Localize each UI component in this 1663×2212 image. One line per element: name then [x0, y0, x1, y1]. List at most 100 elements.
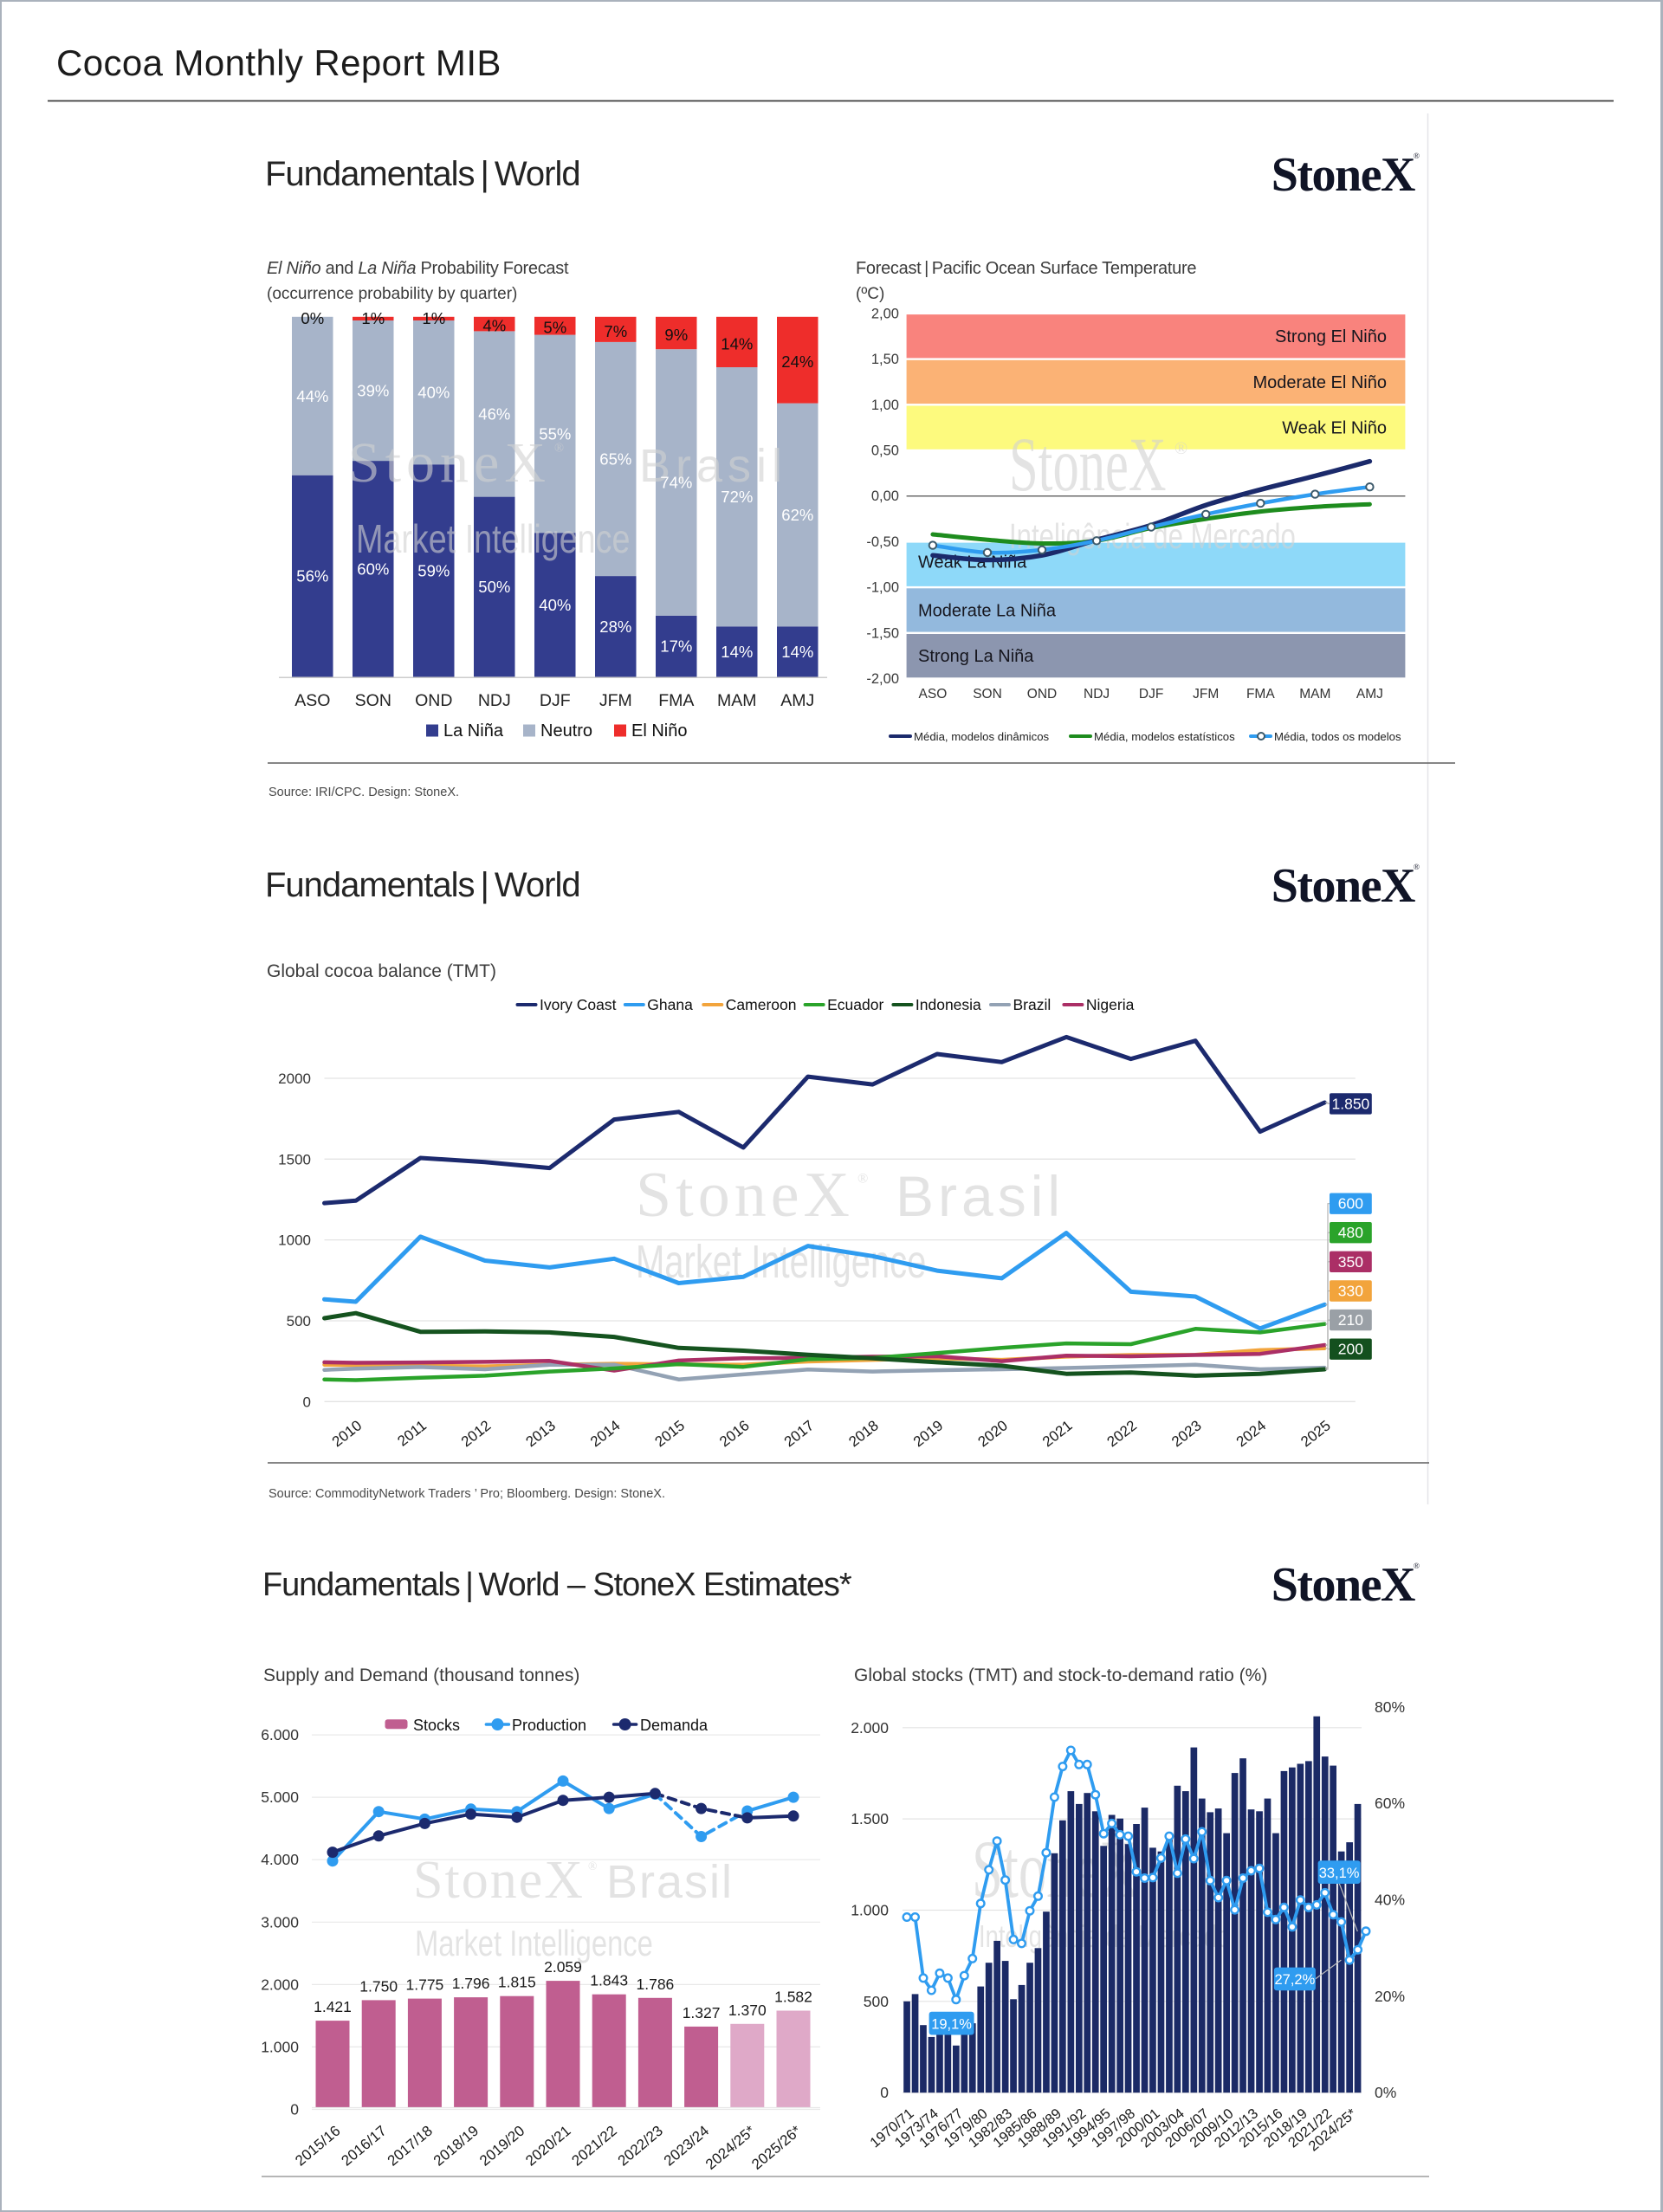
svg-text:0,50: 0,50 — [871, 443, 899, 459]
svg-text:Stocks: Stocks — [413, 1717, 460, 1734]
svg-text:28%: 28% — [599, 618, 631, 636]
svg-text:Market Intelligence: Market Intelligence — [415, 1923, 653, 1963]
svg-text:®: ® — [1174, 439, 1187, 458]
svg-text:1.582: 1.582 — [774, 1989, 812, 2006]
svg-text:1.815: 1.815 — [498, 1974, 536, 1991]
svg-text:56%: 56% — [296, 567, 328, 585]
svg-text:Strong El Niño: Strong El Niño — [1275, 327, 1387, 346]
svg-text:Média, todos os modelos: Média, todos os modelos — [1274, 730, 1401, 743]
svg-text:Cocoa Monthly Report MIB: Cocoa Monthly Report MIB — [56, 42, 501, 83]
svg-text:40%: 40% — [1375, 1892, 1405, 1909]
svg-text:(occurrence probability by qua: (occurrence probability by quarter) — [267, 285, 517, 303]
svg-text:DJF: DJF — [1139, 687, 1163, 702]
svg-text:Global cocoa balance (TMT): Global cocoa balance (TMT) — [267, 961, 496, 981]
svg-text:7%: 7% — [604, 322, 627, 340]
svg-text:60%: 60% — [1375, 1795, 1405, 1812]
svg-text:AMJ: AMJ — [1356, 687, 1383, 702]
svg-text:®: ® — [1414, 1562, 1420, 1571]
svg-text:1,00: 1,00 — [871, 398, 899, 413]
svg-text:(ºC): (ºC) — [856, 285, 884, 303]
svg-text:4.000: 4.000 — [261, 1851, 299, 1868]
svg-text:1500: 1500 — [278, 1151, 311, 1167]
svg-text:-2,00: -2,00 — [866, 671, 899, 687]
svg-text:Cameroon: Cameroon — [726, 996, 797, 1013]
svg-text:La Niña: La Niña — [443, 721, 504, 741]
svg-text:1.370: 1.370 — [728, 2002, 767, 2019]
svg-text:Weak El Niño: Weak El Niño — [1282, 419, 1387, 438]
svg-text:StoneX: StoneX — [1272, 859, 1415, 913]
svg-text:Strong La Niña: Strong La Niña — [918, 647, 1034, 666]
svg-text:1.786: 1.786 — [637, 1976, 675, 1993]
svg-text:1.327: 1.327 — [683, 2004, 721, 2021]
svg-text:Ecuador: Ecuador — [827, 996, 883, 1013]
svg-text:350: 350 — [1338, 1253, 1363, 1271]
svg-text:0: 0 — [880, 2084, 889, 2101]
svg-text:2.000: 2.000 — [851, 1719, 889, 1737]
svg-text:Nigeria: Nigeria — [1086, 996, 1135, 1013]
svg-text:-1,00: -1,00 — [866, 580, 899, 596]
svg-text:Neutro: Neutro — [540, 721, 592, 741]
svg-text:2.059: 2.059 — [544, 1958, 582, 1976]
svg-text:SON: SON — [973, 687, 1002, 702]
svg-text:0: 0 — [303, 1394, 311, 1410]
svg-text:1.843: 1.843 — [590, 1972, 628, 1989]
svg-text:JFM: JFM — [1193, 687, 1219, 702]
svg-text:StoneX®Brasil: StoneX ® Brasil — [413, 1851, 734, 1910]
svg-text:Indonesia: Indonesia — [916, 996, 981, 1013]
svg-text:Global stocks (TMT) and stock-: Global stocks (TMT) and stock-to-demand … — [854, 1665, 1267, 1685]
svg-text:5%: 5% — [543, 319, 566, 337]
svg-text:72%: 72% — [721, 488, 753, 506]
svg-text:Supply and Demand (thousand to: Supply and Demand (thousand tonnes) — [263, 1665, 579, 1685]
svg-text:27,2%: 27,2% — [1275, 1972, 1316, 1988]
svg-text:StoneX: StoneX — [1009, 423, 1167, 508]
svg-text:1%: 1% — [361, 309, 385, 327]
svg-text:StoneX: StoneX — [1272, 148, 1415, 202]
svg-text:19,1%: 19,1% — [931, 2016, 972, 2032]
svg-text:Moderate El Niño: Moderate El Niño — [1252, 373, 1387, 392]
svg-text:210: 210 — [1338, 1311, 1363, 1329]
svg-text:Ivory Coast: Ivory Coast — [540, 996, 617, 1013]
svg-text:40%: 40% — [539, 596, 571, 614]
svg-text:OND: OND — [415, 691, 452, 710]
svg-text:14%: 14% — [781, 643, 813, 661]
svg-text:Market Intelligence: Market Intelligence — [636, 1236, 926, 1288]
svg-text:500: 500 — [864, 1993, 889, 2010]
svg-text:0: 0 — [290, 2101, 299, 2118]
svg-text:Source: CommodityNetwork Trade: Source: CommodityNetwork Traders ’ Pro; … — [269, 1487, 665, 1501]
svg-text:5.000: 5.000 — [261, 1788, 299, 1806]
svg-text:46%: 46% — [478, 405, 510, 424]
svg-text:AMJ: AMJ — [780, 691, 814, 710]
svg-text:Forecast | Pacific Ocean Surfa: Forecast | Pacific Ocean Surface Tempera… — [856, 259, 1196, 278]
svg-text:14%: 14% — [721, 334, 753, 352]
svg-text:-0,50: -0,50 — [866, 534, 899, 550]
svg-text:Média, modelos dinâmicos: Média, modelos dinâmicos — [914, 730, 1050, 743]
svg-text:24%: 24% — [781, 352, 813, 371]
svg-text:Source: IRI/CPC. Design: Stone: Source: IRI/CPC. Design: StoneX. — [269, 786, 459, 799]
svg-text:62%: 62% — [781, 506, 813, 524]
svg-text:FMA: FMA — [1246, 687, 1275, 702]
svg-text:OND: OND — [1027, 687, 1057, 702]
svg-text:Market Intelligence: Market Intelligence — [356, 516, 630, 560]
svg-text:SON: SON — [355, 691, 391, 710]
svg-text:55%: 55% — [539, 424, 571, 443]
svg-text:Fundamentals | World: Fundamentals | World — [265, 155, 580, 193]
svg-text:20%: 20% — [1375, 1988, 1405, 2005]
svg-text:200: 200 — [1338, 1341, 1363, 1358]
svg-text:39%: 39% — [357, 382, 389, 400]
svg-text:1.775: 1.775 — [406, 1976, 444, 1994]
svg-text:-1,50: -1,50 — [866, 625, 899, 641]
svg-text:0%: 0% — [1375, 2084, 1396, 2101]
svg-text:El Niño: El Niño — [631, 721, 687, 741]
svg-text:1.500: 1.500 — [851, 1810, 889, 1827]
svg-text:40%: 40% — [417, 384, 450, 402]
svg-text:9%: 9% — [664, 326, 688, 344]
svg-text:1.750: 1.750 — [359, 1977, 398, 1995]
svg-text:DJF: DJF — [540, 691, 571, 710]
svg-text:ASO: ASO — [919, 687, 948, 702]
svg-text:1.796: 1.796 — [452, 1975, 490, 1992]
svg-text:StoneX: StoneX — [1272, 1558, 1415, 1612]
svg-text:74%: 74% — [660, 474, 692, 492]
svg-text:1.421: 1.421 — [314, 1998, 352, 2015]
svg-text:480: 480 — [1338, 1224, 1363, 1241]
svg-text:80%: 80% — [1375, 1698, 1405, 1716]
